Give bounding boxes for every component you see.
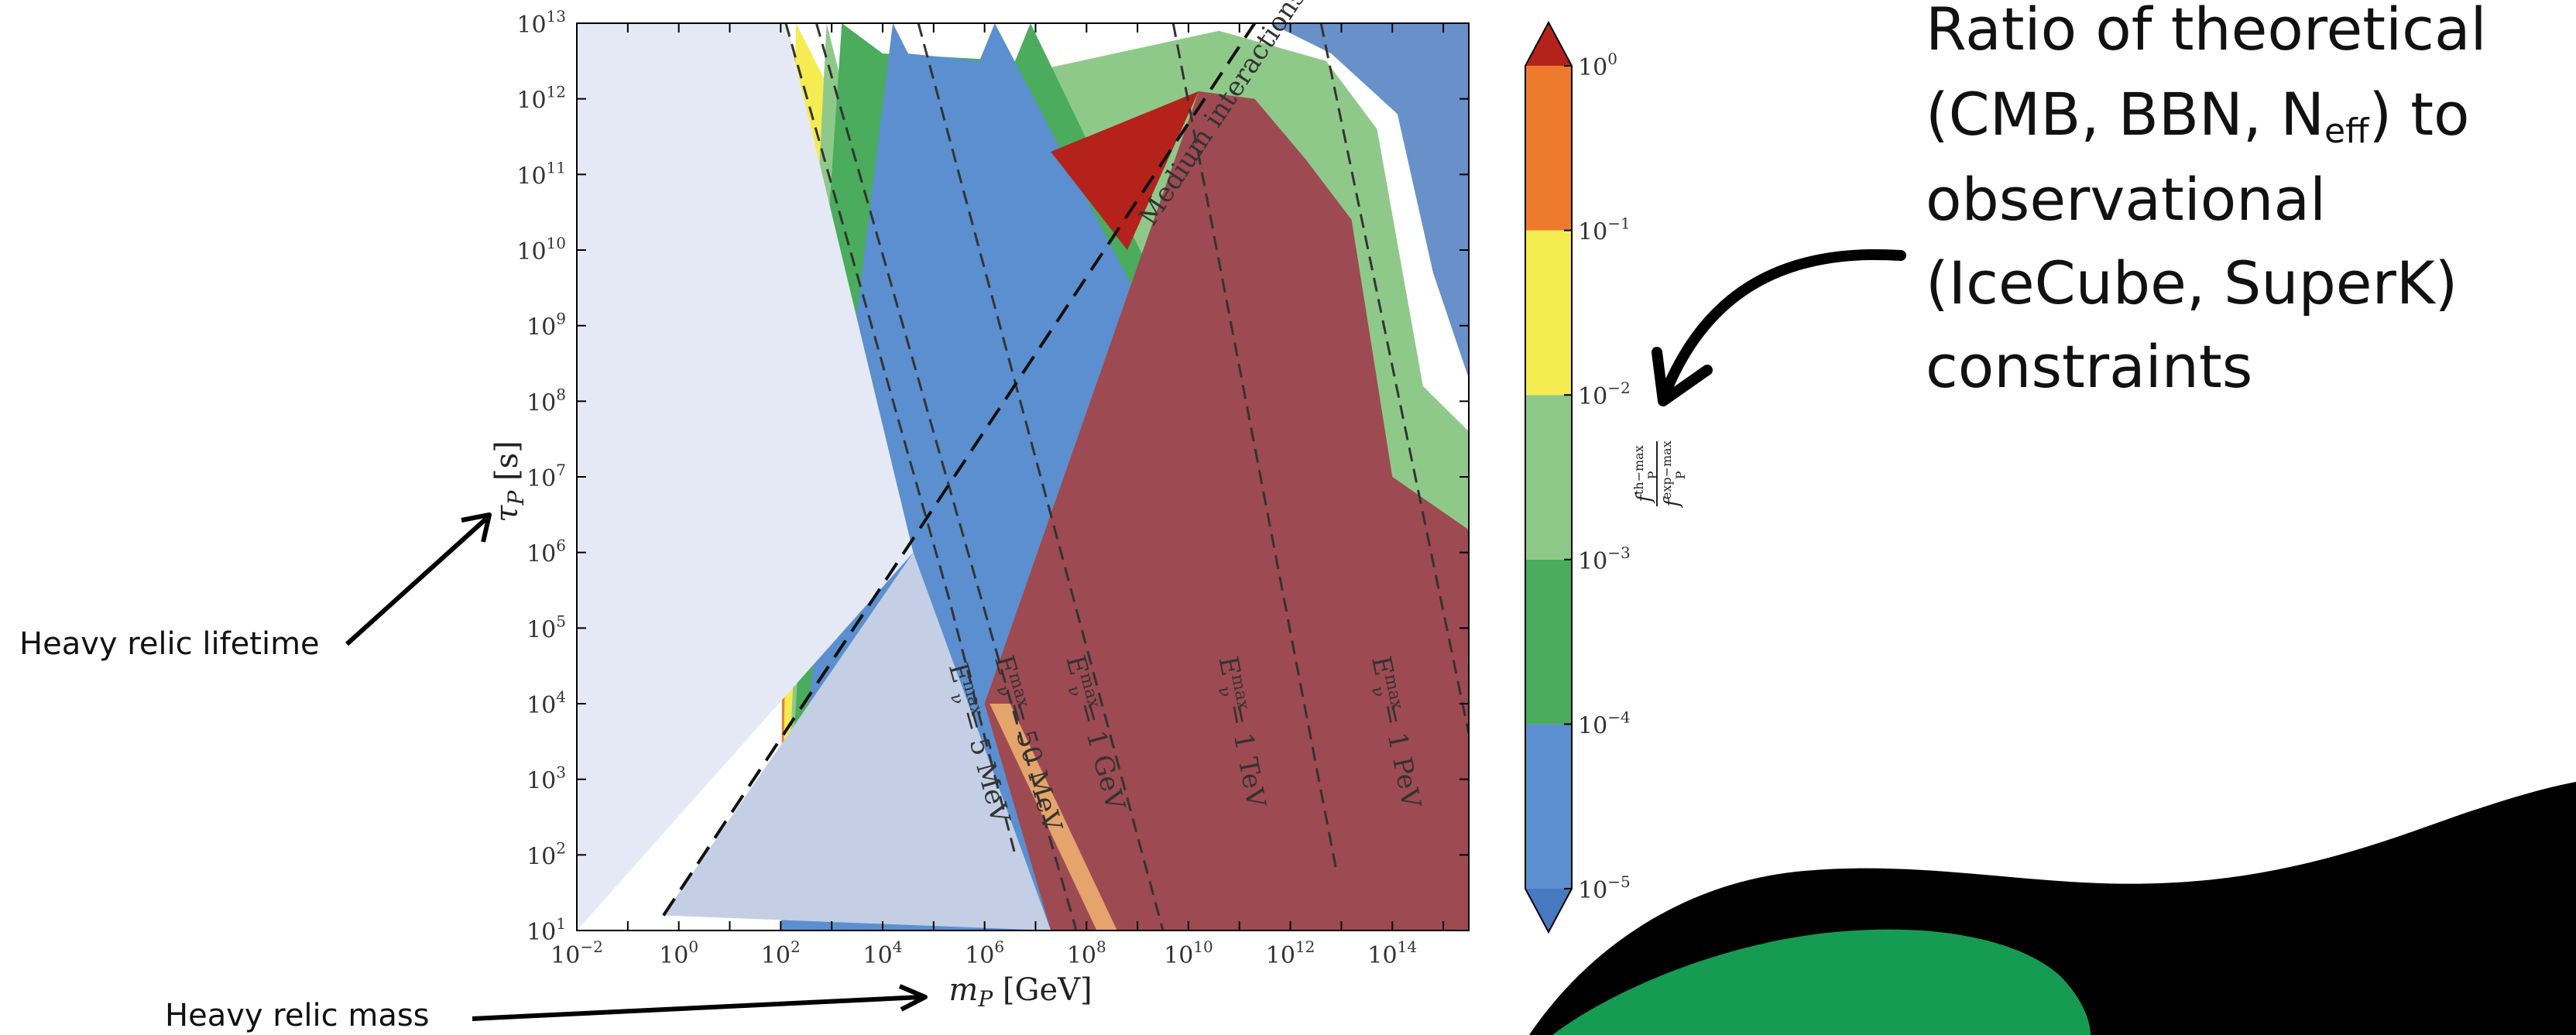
x-tick-label: 1010 <box>1164 937 1213 969</box>
band-high-1 <box>1051 91 1199 251</box>
mass-arrow <box>472 995 922 1021</box>
x-tick-label: 106 <box>965 937 1004 969</box>
colorbar-band-4 <box>1525 66 1572 231</box>
y-axis-ticks: 101 102 103 104 105 106 107 108 109 1010 1011 1012 1… <box>516 7 1469 946</box>
y-tick-label: 106 <box>527 536 566 568</box>
line-2 <box>917 23 1165 930</box>
x-axis-ticks: 10−2 100 102 104 106 108 1010 1012 1014 <box>551 23 1445 969</box>
colorbar-tick-label: 10−2 <box>1578 379 1631 410</box>
suppressed-region <box>663 552 1051 930</box>
colorbar-tick-label: 10−4 <box>1578 708 1631 739</box>
colorbar-label-numerator: fth−maxP <box>1631 445 1660 504</box>
x-tick-label: 108 <box>1067 937 1106 969</box>
decorative-blobs <box>1529 782 2576 1035</box>
colorbar-label-denominator: fexp−maxP <box>1659 440 1688 509</box>
lifetime-callout: Heavy relic lifetime <box>19 626 320 662</box>
x-tick-label: 104 <box>863 937 903 969</box>
y-tick-label: 103 <box>527 763 566 795</box>
x-tick-label: 1014 <box>1367 937 1417 969</box>
colorbar-arrow <box>1658 249 1906 404</box>
callout-line-1: Ratio of theoretical <box>1926 0 2487 63</box>
colorbar-tick-label: 100 <box>1578 50 1617 81</box>
colorbar-band-3 <box>1525 230 1572 396</box>
y-tick-label: 102 <box>527 838 566 870</box>
low-island <box>933 363 990 485</box>
line-0 <box>784 23 1017 855</box>
colorbar-tick-label: 10−1 <box>1578 214 1631 246</box>
colorbar-band-1 <box>1525 559 1572 725</box>
colorbar: 100 10−1 10−2 10−3 10−4 10−5 <box>1525 20 1631 934</box>
y-tick-label: 1010 <box>516 234 566 266</box>
band-high-2 <box>990 704 1117 930</box>
y-tick-label: 108 <box>527 385 566 416</box>
colorbar-extend-high <box>1525 22 1572 66</box>
colorbar-arrowhead <box>1652 347 1713 406</box>
y-axis-label: τP [s] <box>489 440 529 522</box>
line-1 <box>815 23 1078 930</box>
y-tick-label: 1012 <box>516 83 566 115</box>
lifetime-arrowhead <box>461 512 492 543</box>
top-right <box>1270 23 1469 379</box>
colorbar-tick-label: 10−3 <box>1578 543 1631 575</box>
line-4 <box>1319 23 1469 735</box>
y-tick-label: 104 <box>527 687 566 719</box>
y-tick-label: 1013 <box>516 7 566 39</box>
callout-line-3: observational <box>1926 165 2326 234</box>
y-tick-label: 1011 <box>516 158 566 190</box>
colorbar-band-0 <box>1525 724 1572 889</box>
x-tick-label: 10−2 <box>551 937 603 969</box>
x-tick-label: 102 <box>761 937 801 969</box>
mass-arrowhead <box>898 984 928 1012</box>
excluded-region <box>577 23 914 930</box>
colorbar-callout: Ratio of theoretical (CMB, BBN, Neff) to… <box>1926 0 2487 401</box>
x-axis-label: mP [GeV] <box>948 972 1092 1012</box>
y-tick-label: 107 <box>527 461 566 492</box>
colorbar-tick-label: 10−5 <box>1578 872 1631 904</box>
x-tick-label: 1012 <box>1266 937 1315 969</box>
callout-line-5: constraints <box>1926 332 2252 401</box>
boundary-lines <box>662 23 1469 930</box>
colorbar-band-2 <box>1525 395 1572 560</box>
line-3 <box>1171 23 1338 871</box>
callout-line-2: (CMB, BBN, Neff) to <box>1926 80 2470 151</box>
y-tick-label: 109 <box>527 310 566 341</box>
callout-line-4: (IceCube, SuperK) <box>1926 248 2458 317</box>
x-tick-label: 100 <box>659 937 698 969</box>
colorbar-extend-low <box>1525 889 1572 932</box>
mass-callout: Heavy relic mass <box>165 998 430 1033</box>
line-5 <box>662 23 1257 917</box>
lifetime-arrow <box>345 516 489 646</box>
green-blob <box>1552 929 2091 1035</box>
y-tick-label: 105 <box>527 612 566 643</box>
y-tick-label: 101 <box>527 914 566 946</box>
